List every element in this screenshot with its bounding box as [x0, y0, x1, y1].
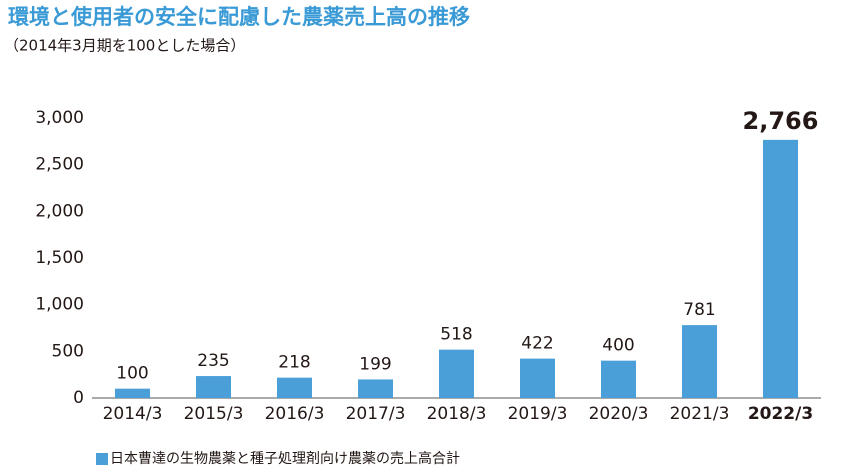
chart-title: 環境と使用者の安全に配慮した農薬売上高の推移	[8, 5, 470, 29]
value-label: 781	[683, 300, 715, 320]
bar	[196, 376, 231, 398]
bar	[358, 379, 393, 398]
y-tick-label: 0	[73, 388, 84, 408]
x-tick-label: 2018/3	[427, 404, 487, 424]
x-tick-label: 2021/3	[670, 404, 730, 424]
legend-label: 日本曹達の生物農薬と種子処理剤向け農薬の売上高合計	[110, 450, 460, 467]
x-tick-label: 2019/3	[508, 404, 568, 424]
bar	[439, 349, 474, 398]
value-label: 422	[521, 334, 553, 354]
x-tick-label: 2020/3	[589, 404, 649, 424]
value-label: 218	[278, 353, 310, 373]
y-tick-label: 2,500	[35, 155, 84, 175]
chart-subtitle: （2014年3月期を100とした場合）	[4, 37, 245, 55]
bar	[115, 388, 150, 398]
value-label: 199	[359, 354, 391, 374]
bar	[763, 139, 798, 398]
bar	[682, 325, 717, 398]
value-label: 400	[602, 336, 634, 356]
y-tick-label: 2,000	[35, 201, 84, 221]
legend-swatch	[96, 453, 108, 465]
x-tick-label: 2014/3	[103, 404, 163, 424]
value-label: 518	[440, 325, 472, 345]
x-tick-label: 2017/3	[346, 404, 406, 424]
value-label: 100	[116, 364, 148, 384]
y-tick-label: 500	[52, 341, 84, 361]
y-tick-label: 3,000	[35, 108, 84, 128]
x-tick-label: 2022/3	[748, 404, 813, 424]
bar	[601, 360, 636, 398]
bar	[277, 377, 312, 398]
bar	[520, 358, 555, 398]
y-tick-label: 1,500	[35, 248, 84, 268]
x-tick-label: 2015/3	[184, 404, 244, 424]
y-tick-label: 1,000	[35, 295, 84, 315]
value-label: 2,766	[743, 107, 819, 135]
value-label: 235	[197, 351, 229, 371]
x-tick-label: 2016/3	[265, 404, 325, 424]
